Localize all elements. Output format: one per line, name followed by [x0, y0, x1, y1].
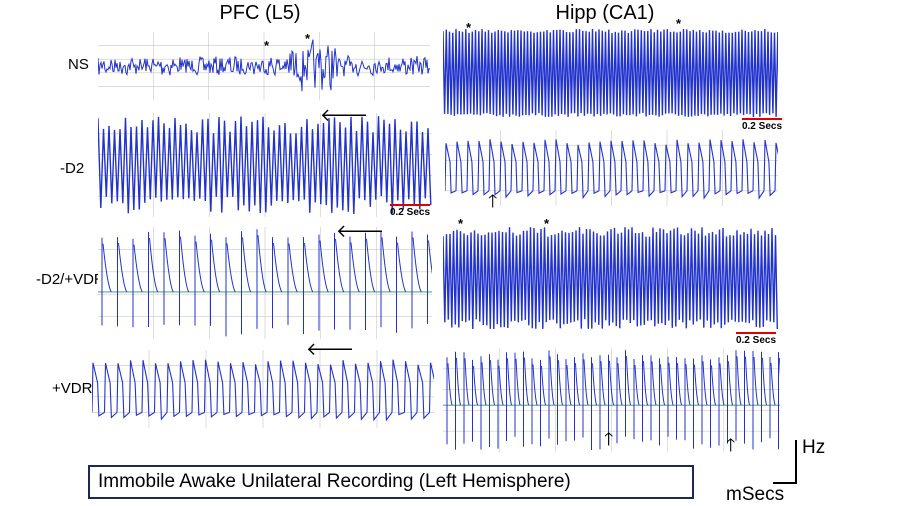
arrow-left-icon: 🡐	[336, 221, 385, 241]
pfc-d2-vdr-trace	[98, 227, 432, 339]
pfc-ns-trace	[98, 32, 430, 100]
arrow-left-icon: 🡐	[306, 339, 355, 359]
pfc-title: PFC (L5)	[219, 2, 301, 24]
axis-x-unit: mSecs	[726, 484, 785, 505]
arrow-up-icon: 🡑	[488, 191, 498, 211]
scalebar-line	[390, 204, 430, 206]
caption-box: Immobile Awake Unilateral Recording (Lef…	[88, 465, 694, 499]
arrow-up-icon: 🡑	[604, 429, 614, 449]
scalebar-hipp-ns: 0.2 Secs	[736, 118, 788, 132]
scalebar-label: 0.2 Secs	[735, 335, 777, 346]
scalebar-label: 0.2 Secs	[741, 121, 783, 132]
star-marker: *	[544, 216, 550, 231]
row-label-ns: NS	[68, 56, 89, 73]
hipp-d2-trace	[445, 130, 778, 206]
arrow-left-icon: 🡐	[320, 105, 369, 125]
hipp-title: Hipp (CA1)	[555, 2, 655, 24]
hipp-ns-trace	[443, 26, 778, 120]
star-marker: *	[305, 31, 311, 46]
axis-indicator-horizontal	[773, 482, 797, 484]
star-marker: *	[458, 216, 464, 231]
pfc-d2-trace	[98, 113, 432, 217]
row-label-d2: -D2	[60, 160, 85, 177]
scalebar-label: 0.2 Secs	[389, 207, 431, 218]
scalebar-pfc-d2: 0.2 Secs	[384, 204, 436, 218]
scalebar-line	[736, 332, 776, 334]
star-marker: *	[676, 16, 682, 31]
pfc-vdr-trace	[92, 350, 434, 428]
star-marker: *	[264, 38, 270, 53]
caption-text: Immobile Awake Unilateral Recording (Lef…	[98, 471, 571, 492]
axis-indicator-vertical	[795, 440, 797, 484]
row-label-d2-vdr: -D2/+VDR	[36, 271, 105, 288]
arrow-up-icon: 🡑	[726, 435, 736, 455]
row-label-vdr: +VDR	[52, 380, 93, 397]
hipp-d2-vdr-trace	[443, 224, 778, 332]
scalebar-line	[742, 118, 782, 120]
star-marker: *	[466, 20, 472, 35]
scalebar-hipp-d2-vdr: 0.2 Secs	[730, 332, 782, 346]
hipp-vdr-trace	[443, 348, 780, 452]
axis-y-unit: Hz	[802, 437, 826, 458]
